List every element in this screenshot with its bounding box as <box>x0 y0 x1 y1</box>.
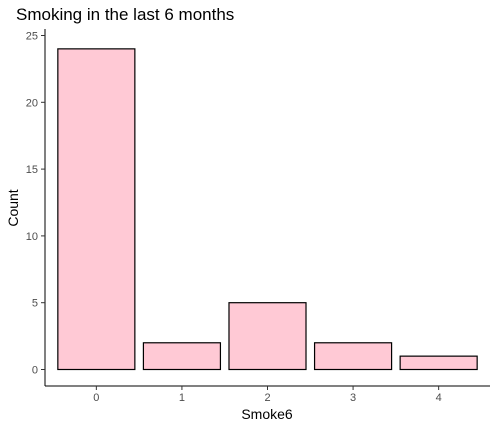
y-axis-title: Count <box>5 189 21 226</box>
x-tick-label: 0 <box>93 392 99 404</box>
y-tick-label: 25 <box>26 31 38 43</box>
y-tick-label: 5 <box>32 298 38 310</box>
bars-layer <box>57 48 478 371</box>
bar-4 <box>399 355 478 371</box>
bar-2 <box>228 302 307 371</box>
x-tick-label: 3 <box>350 392 356 404</box>
x-axis-title: Smoke6 <box>241 406 293 422</box>
x-tick-label: 4 <box>436 392 442 404</box>
bar-1 <box>142 342 222 371</box>
x-tick-label: 2 <box>264 392 270 404</box>
y-tick-label: 10 <box>26 231 38 243</box>
x-tick-label: 1 <box>179 392 185 404</box>
y-tick-label: 20 <box>26 97 38 109</box>
chart-title: Smoking in the last 6 months <box>16 5 234 24</box>
bar-0 <box>57 48 136 371</box>
x-axis: 0 1 2 3 4 <box>45 385 490 404</box>
y-tick-label: 0 <box>32 365 38 377</box>
y-axis: 0 5 10 15 20 25 <box>26 29 46 386</box>
y-tick-label: 15 <box>26 164 38 176</box>
bar-3 <box>313 342 393 371</box>
